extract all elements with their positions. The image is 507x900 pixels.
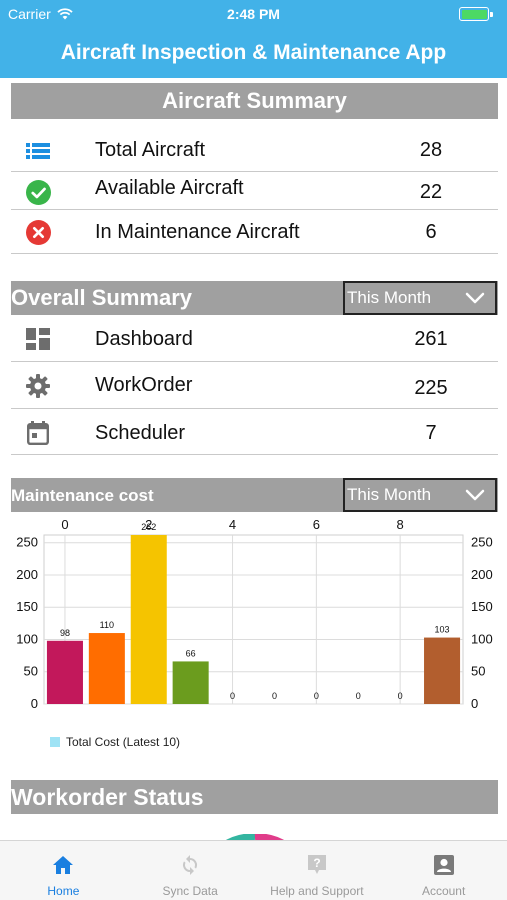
x-tick-label: 2	[145, 517, 152, 532]
bar-value-label-6: 0	[314, 691, 319, 701]
gear-icon	[25, 373, 51, 399]
y-tick-label-right: 150	[471, 599, 493, 614]
maintenance-aircraft-label: In Maintenance Aircraft	[95, 221, 300, 243]
summary-row-total-aircraft[interactable]: Total Aircraft 28	[11, 128, 498, 172]
bar-1	[88, 633, 125, 704]
calendar-icon	[25, 420, 51, 446]
workorder-label: WorkOrder	[95, 374, 193, 396]
y-tick-label-left: 150	[16, 599, 38, 614]
y-tick-label-left: 50	[24, 664, 38, 679]
overall-period-value: This Month	[347, 288, 432, 307]
y-tick-label-right: 0	[471, 696, 478, 711]
bar-value-label-3: 66	[186, 648, 196, 658]
tab-home[interactable]: Home	[0, 841, 127, 900]
aircraft-summary-title: Aircraft Summary	[162, 88, 347, 113]
summary-row-workorder[interactable]: WorkOrder 225	[11, 362, 498, 409]
tab-help-and-support[interactable]: ? Help and Support	[254, 841, 381, 900]
y-tick-label-left: 100	[16, 631, 38, 646]
y-tick-label-right: 50	[471, 664, 485, 679]
dashboard-icon	[25, 326, 51, 352]
y-tick-label-left: 200	[16, 567, 38, 582]
y-tick-label-right: 200	[471, 567, 493, 582]
bar-value-label-5: 0	[272, 691, 277, 701]
chevron-down-icon	[465, 292, 485, 304]
home-icon	[53, 856, 74, 874]
chart-legend: Total Cost (Latest 10)	[50, 735, 180, 749]
tab-account[interactable]: Account	[380, 841, 507, 900]
dashboard-label: Dashboard	[95, 328, 193, 350]
maintenance-cost-header: Maintenance cost This Month	[11, 478, 498, 512]
tab-sync-data-label: Sync Data	[162, 884, 218, 898]
bar-2	[130, 535, 167, 704]
bar-value-label-7: 0	[356, 691, 361, 701]
maintenance-cost-chart: 0 0 50 50 100 100 150 150 200 200 250 250 0 2 4 6 8 98 110…	[16, 517, 493, 711]
carrier-label: Carrier	[8, 6, 51, 22]
maintenance-period-value: This Month	[347, 485, 432, 504]
total-aircraft-label: Total Aircraft	[95, 139, 206, 161]
help-icon: ?	[307, 855, 326, 874]
bar-value-label-1: 110	[100, 620, 114, 630]
overall-summary-title: Overall Summary	[11, 285, 192, 310]
bar-0	[46, 640, 83, 704]
summary-row-available-aircraft[interactable]: Available Aircraft 22	[11, 172, 498, 210]
x-tick-label: 6	[313, 517, 320, 532]
y-tick-label-left: 0	[31, 696, 38, 711]
maintenance-cost-title: Maintenance cost	[11, 486, 154, 505]
tab-help-and-support-label: Help and Support	[270, 884, 364, 898]
legend-label: Total Cost (Latest 10)	[66, 735, 181, 749]
summary-row-dashboard[interactable]: Dashboard 261	[11, 315, 498, 362]
cancel-circle-icon	[25, 219, 51, 245]
workorder-value: 225	[414, 377, 448, 399]
bar-value-label-0: 98	[60, 628, 70, 638]
total-aircraft-value: 28	[419, 139, 443, 161]
available-aircraft-value: 22	[419, 181, 443, 203]
y-tick-label-right: 100	[471, 631, 493, 646]
x-tick-label: 0	[61, 517, 68, 532]
check-circle-icon	[25, 179, 51, 205]
maintenance-aircraft-value: 6	[425, 221, 437, 243]
bar-value-label-4: 0	[230, 691, 235, 701]
workorder-status-header: Workorder Status	[11, 780, 498, 814]
account-icon	[433, 855, 454, 875]
bar-value-label-9: 103	[435, 625, 450, 635]
workorder-status-title: Workorder Status	[11, 784, 204, 810]
status-bar: Carrier 2:48 PM	[0, 0, 507, 28]
x-tick-label: 8	[397, 517, 404, 532]
bar-3	[172, 661, 209, 704]
svg-text:?: ?	[313, 856, 320, 870]
list-icon	[25, 138, 51, 164]
tab-sync-data[interactable]: Sync Data	[127, 841, 254, 900]
bar-9	[424, 637, 461, 704]
bar-value-label-8: 0	[398, 691, 403, 701]
sync-icon	[183, 855, 198, 875]
legend-swatch	[50, 737, 60, 747]
x-tick-label: 4	[229, 517, 236, 532]
tab-account-label: Account	[421, 884, 466, 898]
battery-icon	[459, 7, 499, 21]
app-title: Aircraft Inspection & Maintenance App	[60, 41, 447, 64]
bottom-tab-bar: Home Sync Data ? Help and Support Accoun…	[0, 840, 507, 900]
dashboard-value: 261	[414, 328, 448, 350]
y-tick-label-right: 250	[471, 535, 493, 550]
y-tick-label-left: 250	[16, 535, 38, 550]
app-header: Aircraft Inspection & Maintenance App	[0, 28, 507, 78]
aircraft-summary-header: Aircraft Summary	[11, 83, 498, 119]
available-aircraft-label: Available Aircraft	[95, 177, 244, 199]
summary-row-scheduler[interactable]: Scheduler 7	[11, 409, 498, 455]
clock: 2:48 PM	[227, 6, 280, 22]
carrier-indicator: Carrier	[8, 6, 73, 22]
summary-row-maintenance-aircraft[interactable]: In Maintenance Aircraft 6	[11, 210, 498, 254]
maintenance-period-dropdown[interactable]: This Month	[343, 478, 497, 512]
scheduler-value: 7	[425, 422, 437, 444]
chevron-down-icon	[465, 489, 485, 501]
wifi-icon	[57, 8, 73, 20]
scheduler-label: Scheduler	[95, 422, 186, 444]
overall-period-dropdown[interactable]: This Month	[343, 281, 497, 315]
tab-home-label: Home	[47, 884, 80, 898]
overall-summary-header: Overall Summary This Month	[11, 281, 498, 315]
bar-value-label-2: 262	[141, 522, 156, 532]
